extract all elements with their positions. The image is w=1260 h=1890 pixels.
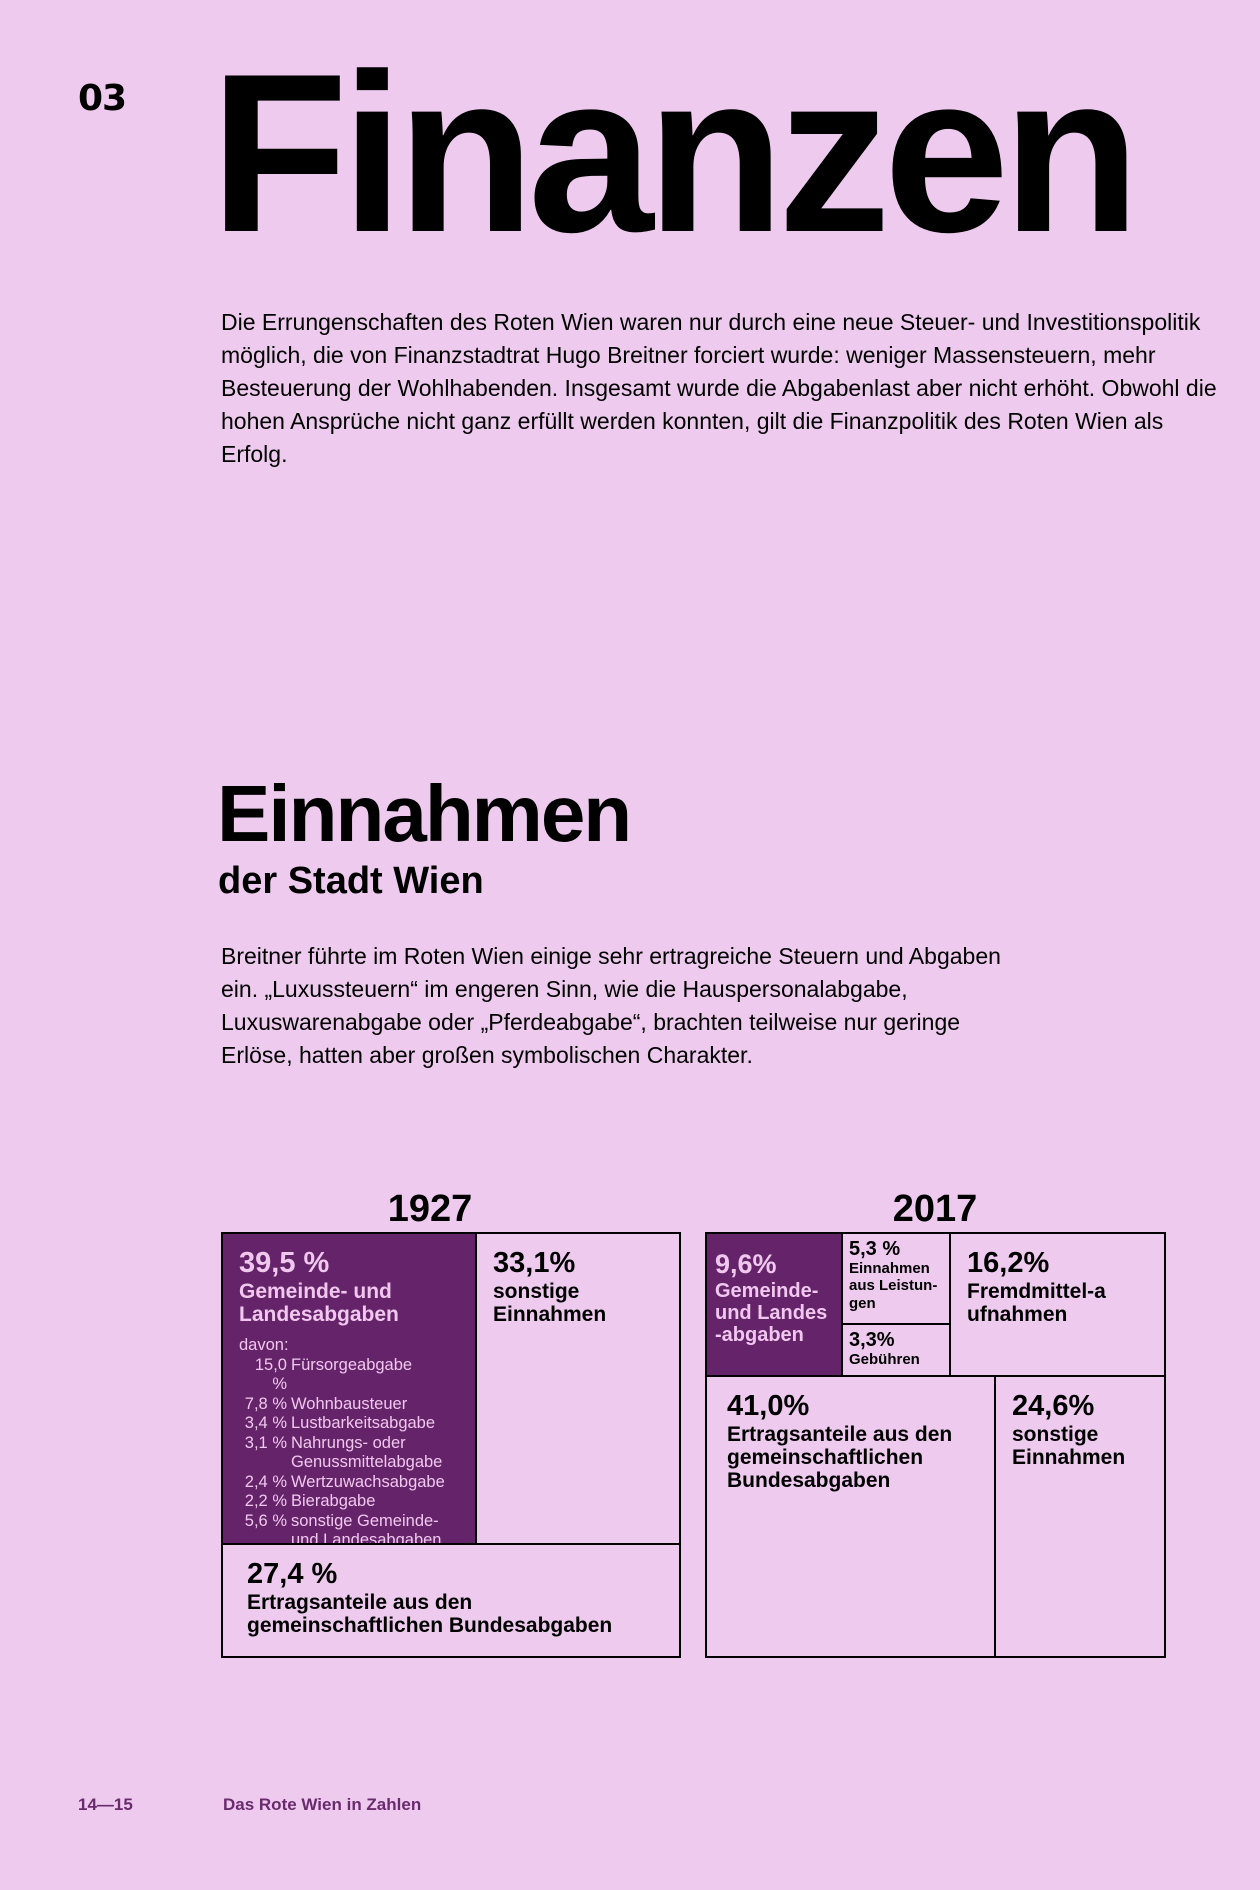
- cell-label: Gebühren: [849, 1351, 920, 1368]
- breakdown-item: 15,0 % Fürsorgeabgabe: [239, 1356, 459, 1395]
- cell-pct: 39,5 %: [239, 1247, 330, 1279]
- cell-pct: 3,3%: [849, 1329, 895, 1351]
- cell-pct: 33,1%: [493, 1247, 576, 1279]
- publication-title: Das Rote Wien in Zahlen: [223, 1795, 422, 1814]
- year-label-1927: 1927: [387, 1188, 473, 1230]
- page-title: Finanzen: [210, 26, 1140, 279]
- davon-label: davon:: [239, 1336, 289, 1355]
- cell-pct: 27,4 %: [247, 1558, 338, 1590]
- cell-label: sonstige Einnahmen: [1012, 1422, 1126, 1469]
- cell-pct: 5,3 %: [849, 1238, 901, 1260]
- section-subheading: der Stadt Wien: [218, 860, 484, 902]
- cell-gebuehren-2017: 3,3% Gebühren: [841, 1323, 951, 1377]
- cell-label: Fremdmittel-aufnahmen: [967, 1279, 1106, 1326]
- breakdown-item: 7,8 % Wohnbausteuer: [239, 1395, 459, 1415]
- cell-label: Einnahmen aus Leistun-gen: [849, 1260, 938, 1312]
- breakdown-value: 2,2 %: [244, 1492, 287, 1511]
- cell-pct: 41,0%: [727, 1390, 810, 1422]
- cell-label: Ertragsanteile aus den gemeinschaftliche…: [727, 1422, 953, 1493]
- breakdown-value: 2,4 %: [244, 1472, 287, 1491]
- cell-sonstige-1927: 33,1% sonstige Einnahmen: [475, 1232, 681, 1545]
- breakdown-list: davon: 15,0 % Fürsorgeabgabe 7,8 % Wohnbaus…: [239, 1336, 459, 1551]
- cell-leistungen-2017: 5,3 % Einnahmen aus Leistun-gen: [841, 1232, 951, 1325]
- cell-gemeinde-2017: 9,6% Gemeinde- und Landes-abgaben: [705, 1232, 843, 1377]
- cell-sonstige-2017: 24,6% sonstige Einnahmen: [994, 1375, 1166, 1658]
- breakdown-item: 3,1 % Nahrungs- oder Genussmittelabgabe: [239, 1434, 459, 1473]
- breakdown-value: 7,8 %: [244, 1394, 287, 1413]
- breakdown-value: 15,0 %: [254, 1355, 287, 1394]
- cell-ertrag-1927: 27,4 % Ertragsanteile aus den gemeinscha…: [221, 1543, 681, 1658]
- breakdown-label: Nahrungs- oder Genussmittelabgabe: [291, 1433, 443, 1472]
- breakdown-value: 3,4 %: [244, 1414, 287, 1433]
- cell-fremd-2017: 16,2% Fremdmittel-aufnahmen: [949, 1232, 1166, 1377]
- breakdown-label: Wohnbausteuer: [291, 1394, 408, 1413]
- cell-label: Gemeinde- und Landes-abgaben: [715, 1279, 828, 1346]
- chapter-number: 03: [78, 78, 127, 119]
- breakdown-item: 3,4 % Lustbarkeitsabgabe: [239, 1414, 459, 1434]
- page-numbers: 14—15: [78, 1795, 133, 1814]
- intro-text: Die Errungenschaften des Roten Wien ware…: [221, 309, 1217, 467]
- cell-label: sonstige Einnahmen: [493, 1279, 607, 1326]
- breakdown-value: 3,1 %: [244, 1433, 287, 1452]
- cell-pct: 24,6%: [1012, 1390, 1095, 1422]
- cell-label: Gemeinde- und Landesabgaben: [239, 1279, 399, 1326]
- cell-pct: 9,6%: [715, 1249, 777, 1279]
- breakdown-value: 5,6 %: [244, 1511, 287, 1530]
- breakdown-label: Fürsorgeabgabe: [291, 1355, 413, 1374]
- cell-gemeinde-1927: 39,5 % Gemeinde- und Landesabgaben davon…: [221, 1232, 477, 1549]
- breakdown-label: Wertzuwachsabgabe: [291, 1472, 445, 1491]
- breakdown-label: Bierabgabe: [291, 1492, 376, 1511]
- cell-ertrag-2017: 41,0% Ertragsanteile aus den gemeinschaf…: [705, 1375, 996, 1658]
- cell-pct: 16,2%: [967, 1247, 1050, 1279]
- breakdown-item: 2,2 % Bierabgabe: [239, 1492, 459, 1512]
- breakdown-item: 2,4 % Wertzuwachsabgabe: [239, 1473, 459, 1493]
- year-label-2017: 2017: [892, 1188, 978, 1230]
- breakdown-label: Lustbarkeitsabgabe: [291, 1414, 436, 1433]
- cell-label: Ertragsanteile aus den gemeinschaftliche…: [247, 1590, 613, 1637]
- section-text: Breitner führte im Roten Wien einige seh…: [221, 943, 1001, 1068]
- section-heading: Einnahmen: [217, 769, 632, 858]
